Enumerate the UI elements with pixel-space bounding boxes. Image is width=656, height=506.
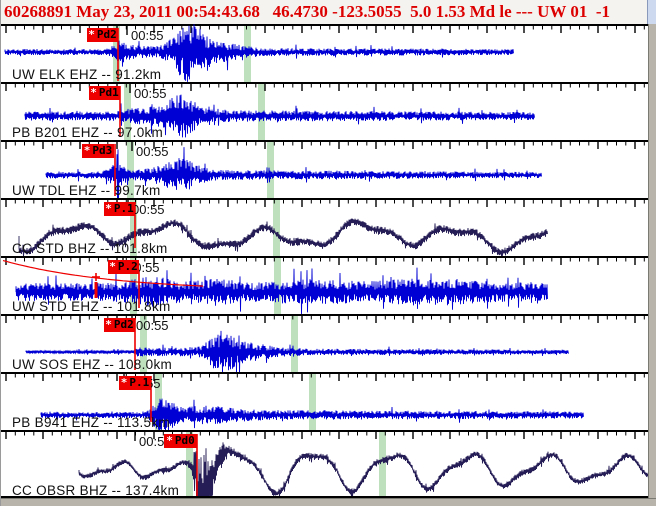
pick-flag-label: Pd2 bbox=[113, 318, 134, 331]
seismogram-trace bbox=[25, 330, 569, 372]
pick-flag-label: P.2 bbox=[117, 260, 138, 273]
pick-flag-6[interactable]: * P.1 bbox=[119, 376, 151, 390]
time-axis-label: 00:55 bbox=[136, 144, 169, 159]
seismogram-trace bbox=[4, 24, 514, 82]
pick-flag-1[interactable]: * Pd1 bbox=[89, 86, 120, 100]
trace-canvas-4[interactable] bbox=[1, 256, 650, 314]
pick-flag-label: Pd1 bbox=[98, 86, 119, 99]
panel-top-border bbox=[1, 198, 649, 200]
panel-top-border bbox=[1, 82, 649, 84]
seismogram-trace bbox=[78, 442, 649, 498]
pick-flag-7[interactable]: * Pd0 bbox=[164, 434, 197, 448]
event-summary-text: 60268891 May 23, 2011 00:54:43.68 46.473… bbox=[4, 2, 610, 21]
predicted-arrival-band bbox=[127, 140, 134, 198]
pick-flag-4[interactable]: * P.2 bbox=[108, 260, 139, 274]
title-bar: 60268891 May 23, 2011 00:54:43.68 46.473… bbox=[1, 0, 649, 24]
pick-flag-star: * bbox=[90, 86, 97, 99]
trace-canvas-7[interactable] bbox=[1, 430, 650, 498]
predicted-arrival-band bbox=[267, 140, 274, 198]
predicted-arrival-band bbox=[140, 314, 147, 372]
panel-top-border bbox=[1, 24, 649, 26]
pick-flag-star: * bbox=[83, 144, 91, 157]
waveform-panel-6[interactable]: 00:55*P.1PB B941 EHZ -- 113.5km bbox=[1, 372, 650, 430]
pick-flag-label: Pd2 bbox=[96, 28, 117, 41]
station-label: CC OBSR BHZ -- 137.4km bbox=[12, 483, 180, 498]
panel-top-border bbox=[1, 372, 649, 374]
time-axis-label: 00:55 bbox=[134, 86, 167, 101]
station-label: PB B941 EHZ -- 113.5km bbox=[12, 415, 170, 430]
seismogram-trace bbox=[24, 94, 535, 138]
waveform-panel-0[interactable]: 00:55 * Pd2 UW ELK EHZ -- 91.2km bbox=[1, 24, 650, 82]
time-axis-label: 00:55 bbox=[131, 28, 164, 43]
time-axis-label: 00:55 bbox=[132, 202, 165, 217]
panel-top-border bbox=[1, 314, 649, 316]
waveform-panel-4[interactable]: 00:55 * P.2 UW STD EHZ -- 101.8km bbox=[1, 256, 650, 314]
pick-flag-label: P.1 bbox=[113, 202, 134, 215]
predicted-arrival-band bbox=[273, 198, 280, 256]
pick-flag-2[interactable]: * Pd3 bbox=[82, 144, 114, 158]
seismogram-trace bbox=[18, 218, 548, 256]
pick-flag-star: * bbox=[109, 260, 116, 273]
waveform-panel-5[interactable]: 00:55 * Pd2 UW SOS EHZ -- 108.0km bbox=[1, 314, 650, 372]
waveform-panel-2[interactable]: 00:55 * Pd3 UW TDL EHZ -- 99.7km bbox=[1, 140, 650, 198]
window-frame-bottom bbox=[1, 498, 656, 506]
waveform-panel-3[interactable]: 00:55 * P.1 CC STD BHZ -- 101.8km bbox=[1, 198, 650, 256]
station-label: UW ELK EHZ -- 91.2km bbox=[12, 67, 162, 82]
predicted-arrival-band bbox=[379, 430, 386, 498]
predicted-arrival-band bbox=[274, 256, 281, 314]
pick-flag-star: * bbox=[166, 434, 173, 447]
time-axis-label: 00:55 bbox=[136, 318, 169, 333]
pick-flag-star: * bbox=[105, 202, 112, 215]
pick-flag-0[interactable]: * Pd2 bbox=[87, 28, 118, 42]
panel-bottom-border bbox=[1, 496, 649, 498]
predicted-arrival-band bbox=[291, 314, 298, 372]
station-label: CC STD BHZ -- 101.8km bbox=[12, 241, 168, 256]
corner-decoration bbox=[647, 0, 656, 24]
seismogram-trace bbox=[15, 267, 548, 314]
time-axis-label: 00:55 bbox=[139, 434, 172, 449]
seismogram-trace bbox=[40, 398, 584, 430]
pick-flag-3[interactable]: * P.1 bbox=[104, 202, 135, 216]
pick-flag-star: * bbox=[88, 28, 95, 41]
seismogram-trace bbox=[45, 147, 542, 198]
waveform-panel-7[interactable]: 00:55 * Pd0 CC OBSR BHZ -- 137.4km bbox=[1, 430, 650, 498]
pick-flag-label: Pd0 bbox=[174, 434, 195, 447]
trace-canvas-1[interactable] bbox=[1, 82, 650, 140]
predicted-arrival-band bbox=[130, 198, 137, 256]
predicted-arrival-band bbox=[309, 372, 316, 430]
station-label: UW SOS EHZ -- 108.0km bbox=[12, 357, 173, 372]
trace-canvas-2[interactable] bbox=[1, 140, 650, 198]
waveform-panel-1[interactable]: 00:55 * Pd1 PB B201 EHZ -- 97.0km bbox=[1, 82, 650, 140]
pick-flag-label: Pd3 bbox=[92, 144, 113, 157]
trace-canvas-5[interactable] bbox=[1, 314, 650, 372]
predicted-arrival-band bbox=[155, 372, 162, 430]
trace-canvas-6[interactable] bbox=[1, 372, 650, 430]
waveform-stack: 00:55 * Pd2 UW ELK EHZ -- 91.2km 00:55 * Pd1 PB… bbox=[1, 24, 650, 498]
panel-top-border bbox=[1, 430, 649, 432]
pick-flag-5[interactable]: * Pd2 bbox=[104, 318, 135, 332]
pick-flag-star: * bbox=[105, 318, 112, 331]
coda-decay-curve bbox=[2, 260, 204, 287]
panel-top-border bbox=[1, 256, 649, 258]
pick-flag-label: P.1 bbox=[129, 376, 150, 389]
panel-top-border bbox=[1, 140, 649, 142]
station-label: PB B201 EHZ -- 97.0km bbox=[12, 125, 164, 140]
station-label: UW TDL EHZ -- 99.7km bbox=[12, 183, 161, 198]
station-label: UW STD EHZ -- 101.8km bbox=[12, 299, 171, 314]
predicted-arrival-band bbox=[258, 82, 265, 140]
window-frame-right bbox=[648, 24, 656, 506]
pick-flag-star: * bbox=[120, 376, 128, 389]
